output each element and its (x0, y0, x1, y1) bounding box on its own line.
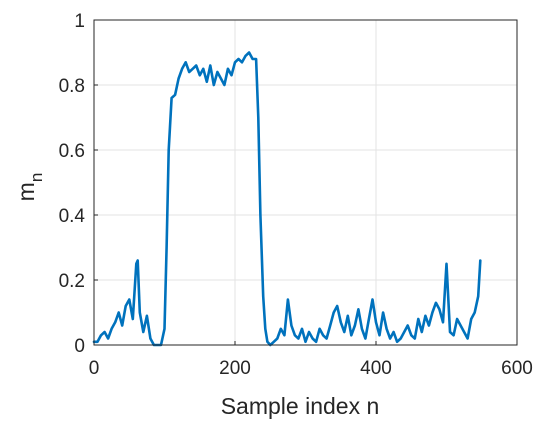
x-tick-label-2: 400 (360, 358, 392, 379)
y-tick-label-0: 0 (74, 336, 85, 357)
axis-ticks: 0 200 400 600 0 0.2 0.4 0.6 0.8 1 (59, 11, 533, 379)
y-tick-label-2: 0.4 (59, 206, 86, 227)
y-tick-label-1: 0.2 (59, 271, 85, 292)
x-tick-label-0: 0 (89, 358, 100, 379)
y-axis-label-subscript: n (27, 173, 46, 182)
x-tick-label-3: 600 (501, 358, 533, 379)
y-axis-label-main: m (13, 182, 39, 201)
plot-area-box (93, 19, 518, 346)
x-axis-label: Sample index n (221, 393, 380, 419)
y-axis-label: mn (13, 173, 46, 202)
y-tick-label-5: 1 (74, 11, 85, 32)
x-tick-label-1: 200 (219, 358, 251, 379)
y-tick-label-3: 0.6 (59, 141, 85, 162)
y-tick-label-4: 0.8 (59, 76, 85, 97)
